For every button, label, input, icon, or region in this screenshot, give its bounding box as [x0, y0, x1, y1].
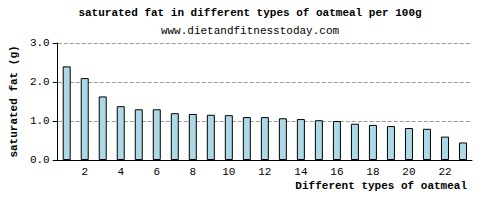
svg-text:4: 4 — [117, 166, 124, 178]
svg-text:3.0: 3.0 — [30, 37, 50, 49]
svg-text:16: 16 — [330, 166, 343, 178]
svg-text:Different types of oatmeal: Different types of oatmeal — [295, 180, 467, 192]
svg-text:2: 2 — [81, 166, 88, 178]
svg-text:www.dietandfitnesstoday.com: www.dietandfitnesstoday.com — [161, 25, 340, 37]
svg-text:18: 18 — [366, 166, 379, 178]
svg-text:10: 10 — [222, 166, 235, 178]
svg-text:20: 20 — [402, 166, 415, 178]
svg-text:14: 14 — [294, 166, 308, 178]
svg-text:22: 22 — [438, 166, 451, 178]
svg-text:saturated fat in different typ: saturated fat in different types of oatm… — [78, 7, 421, 19]
svg-text:saturated fat (g): saturated fat (g) — [8, 45, 20, 157]
svg-text:2.0: 2.0 — [30, 76, 50, 88]
svg-text:6: 6 — [153, 166, 160, 178]
svg-text:0.0: 0.0 — [30, 154, 50, 166]
svg-text:12: 12 — [258, 166, 271, 178]
svg-text:8: 8 — [189, 166, 196, 178]
svg-text:1.0: 1.0 — [30, 115, 50, 127]
